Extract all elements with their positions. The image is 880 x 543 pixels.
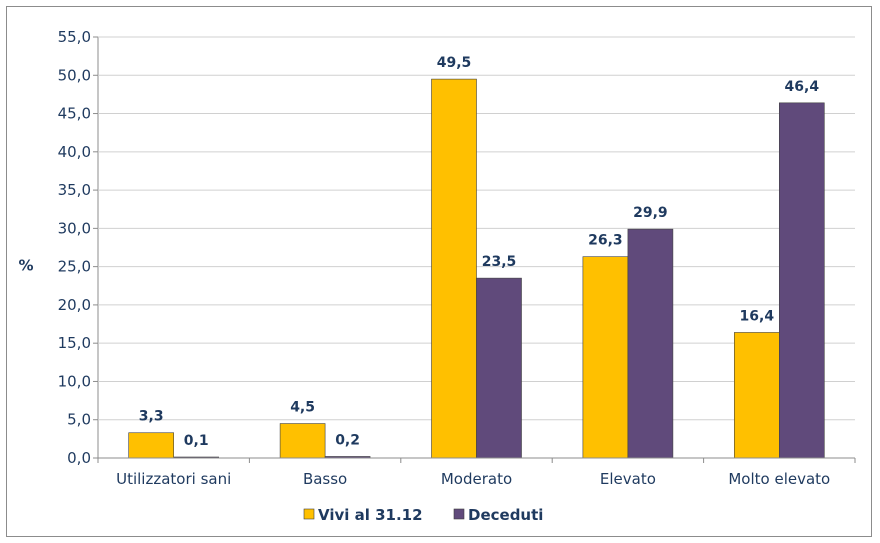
y-tick-label: 45,0 xyxy=(58,105,91,123)
y-tick-label: 10,0 xyxy=(58,372,91,390)
data-label: 4,5 xyxy=(290,400,315,416)
bar-deceduti xyxy=(778,102,825,459)
legend-label: Deceduti xyxy=(468,506,543,524)
bar-vivi xyxy=(733,332,780,459)
data-label: 29,9 xyxy=(633,205,668,221)
bar-vivi xyxy=(279,423,326,459)
x-tick-label: Elevato xyxy=(600,470,656,488)
x-tick-label: Molto elevato xyxy=(728,470,830,488)
y-tick-label: 25,0 xyxy=(58,258,91,276)
data-label: 0,2 xyxy=(335,432,360,448)
y-axis-ticks: 0,0 5,0 10,0 15,0 20,0 25,0 30,0 35,0 40,0 45,0 50… xyxy=(58,28,91,467)
y-tick-label: 35,0 xyxy=(58,181,91,199)
data-label: 0,1 xyxy=(184,433,209,449)
data-labels: 3,3 0,1 4,5 0,2 49,5 23,5 26,3 29,9 16,4 46,4 xyxy=(139,55,820,449)
bar-vivi xyxy=(128,432,174,459)
legend-swatch xyxy=(453,508,465,520)
y-tick-label: 0,0 xyxy=(67,449,91,467)
y-tick-label: 40,0 xyxy=(58,143,91,161)
y-tick-label: 15,0 xyxy=(58,334,91,352)
bar-vivi xyxy=(582,256,629,459)
y-tick-label: 5,0 xyxy=(67,411,91,429)
data-label: 16,4 xyxy=(740,308,775,324)
y-axis-title: % xyxy=(18,256,33,274)
legend-label: Vivi al 31.12 xyxy=(318,506,423,524)
legend: Vivi al 31.12 Deceduti xyxy=(303,506,543,524)
bar-deceduti xyxy=(476,277,522,459)
y-tick-label: 20,0 xyxy=(58,296,91,314)
data-label: 3,3 xyxy=(139,409,164,425)
x-axis-labels: Utilizzatori sani Basso Moderato Elevato Mol… xyxy=(97,458,856,488)
x-tick-label: Basso xyxy=(303,470,347,488)
bar-deceduti xyxy=(627,228,674,459)
legend-swatch xyxy=(303,508,315,520)
y-tick-label: 50,0 xyxy=(58,66,91,84)
data-label: 23,5 xyxy=(482,254,517,270)
bar-vivi xyxy=(431,78,477,459)
data-label: 46,4 xyxy=(785,79,820,95)
bars xyxy=(128,78,825,459)
x-tick-label: Moderato xyxy=(441,470,512,488)
data-label: 49,5 xyxy=(437,55,472,71)
data-label: 26,3 xyxy=(588,233,623,249)
y-tick-label: 55,0 xyxy=(58,28,91,46)
y-tick-label: 30,0 xyxy=(58,219,91,237)
x-tick-label: Utilizzatori sani xyxy=(116,470,231,488)
